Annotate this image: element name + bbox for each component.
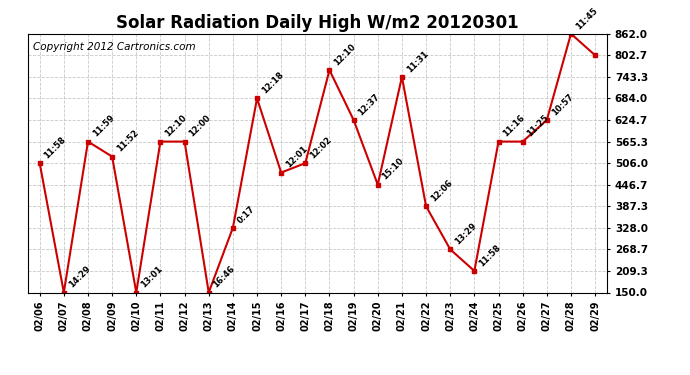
Text: 12:01: 12:01 [284,144,309,170]
Text: 11:31: 11:31 [405,49,430,74]
Text: 11:58: 11:58 [43,135,68,160]
Text: 13:01: 13:01 [139,264,164,290]
Text: 12:00: 12:00 [188,114,213,139]
Text: Copyright 2012 Cartronics.com: Copyright 2012 Cartronics.com [33,42,196,51]
Text: 11:59: 11:59 [91,114,116,139]
Text: 11:45: 11:45 [574,6,599,31]
Text: 11:16: 11:16 [502,113,526,139]
Text: 12:10: 12:10 [164,114,188,139]
Text: 11:58: 11:58 [477,243,502,268]
Text: 12:18: 12:18 [260,70,285,96]
Text: 12:06: 12:06 [429,178,454,204]
Text: 15:10: 15:10 [381,157,406,182]
Text: 16:46: 16:46 [212,264,237,290]
Text: 11:25: 11:25 [526,113,551,139]
Text: 12:10: 12:10 [333,42,357,68]
Text: 13:29: 13:29 [453,221,478,247]
Text: 12:02: 12:02 [308,135,333,160]
Title: Solar Radiation Daily High W/m2 20120301: Solar Radiation Daily High W/m2 20120301 [116,14,519,32]
Text: 10:57: 10:57 [550,92,575,117]
Text: 11:52: 11:52 [115,129,140,154]
Text: 12:37: 12:37 [357,92,382,117]
Text: 0:17: 0:17 [236,204,257,225]
Text: 14:29: 14:29 [67,264,92,290]
